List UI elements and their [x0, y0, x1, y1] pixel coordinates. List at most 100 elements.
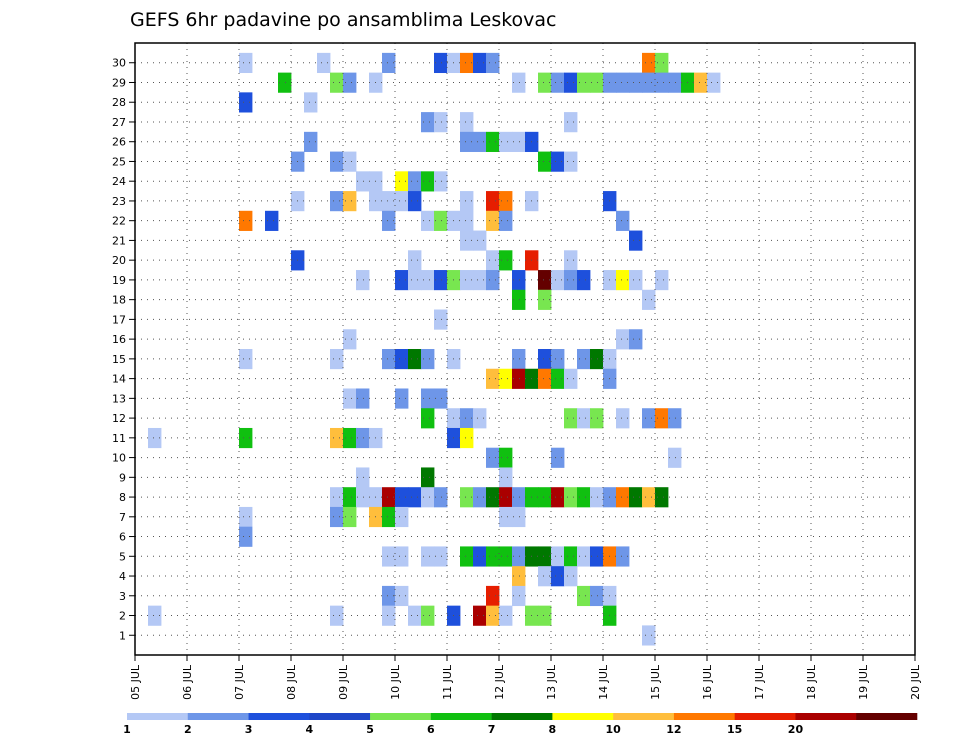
heatmap-cell: [460, 131, 474, 152]
colorbar-swatch: [430, 713, 492, 720]
colorbar-label: 1: [123, 723, 131, 736]
x-tick-label: 09 JUL: [337, 664, 350, 700]
heatmap-cell: [512, 585, 526, 607]
x-axis: 05 JUL 06 JUL 07 JUL 08 JUL 09 JUL 10 JUL 11 J…: [129, 655, 922, 700]
heatmap-cell: [421, 467, 435, 488]
heatmap-cell: [551, 546, 565, 567]
heatmap-cell: [616, 487, 630, 508]
heatmap-cell: [538, 368, 552, 389]
heatmap-cell: [551, 368, 565, 389]
heatmap-cell: [408, 171, 422, 192]
heatmap-cell: [421, 605, 435, 626]
heatmap-cell: [395, 349, 409, 370]
heatmap-cell: [356, 467, 370, 488]
y-tick-label: 26: [112, 136, 126, 149]
heatmap-cell: [408, 250, 422, 271]
heatmap-cell: [616, 408, 630, 429]
heatmap-cell: [590, 408, 604, 429]
y-tick-label: 18: [112, 294, 126, 307]
x-tick-label: 16 JUL: [701, 664, 714, 700]
x-tick-label: 10 JUL: [389, 664, 402, 700]
x-tick-label: 18 JUL: [805, 664, 818, 700]
heatmap-cell: [408, 605, 422, 626]
heatmap-cell: [499, 210, 513, 231]
heatmap-cell: [564, 408, 578, 429]
heatmap-cell: [629, 487, 643, 508]
heatmap-cell: [434, 171, 448, 192]
y-tick-label: 4: [119, 570, 126, 583]
heatmap-cell: [486, 487, 500, 508]
heatmap-cell: [707, 72, 721, 93]
colorbar-swatch: [734, 713, 796, 720]
y-tick-label: 30: [112, 57, 126, 70]
heatmap-cell: [434, 546, 448, 567]
heatmap-cell: [330, 349, 344, 370]
y-tick-label: 19: [112, 274, 126, 287]
heatmap-cell: [577, 487, 591, 508]
heatmap-cell: [343, 72, 357, 93]
y-tick-label: 1: [119, 629, 126, 642]
heatmap-cell: [434, 270, 448, 291]
heatmap-cell: [499, 131, 513, 152]
heatmap-cell: [551, 151, 565, 172]
heatmap-cell: [460, 270, 474, 291]
heatmap-cell: [564, 250, 578, 271]
colorbar-label: 8: [549, 723, 557, 736]
heatmap-cell: [486, 210, 500, 231]
y-tick-label: 16: [112, 333, 126, 346]
heatmap-cell: [473, 605, 487, 626]
heatmap-cell: [395, 191, 409, 212]
colorbar-label: 12: [666, 723, 681, 736]
heatmap-cell: [499, 447, 513, 468]
x-tick-label: 05 JUL: [129, 664, 142, 700]
heatmap-cell: [356, 388, 370, 409]
heatmap-cell: [473, 230, 487, 251]
heatmap-cell: [642, 289, 656, 310]
heatmap-cell: [460, 52, 474, 74]
heatmap-cell: [577, 408, 591, 429]
heatmap-cell: [148, 605, 162, 626]
heatmap-cell: [486, 250, 500, 271]
heatmap-cell: [538, 72, 552, 93]
heatmap-cell: [278, 72, 292, 93]
heatmap-cell: [382, 210, 396, 231]
colorbar-label: 4: [305, 723, 313, 736]
heatmap-cell: [421, 487, 435, 508]
colorbar-swatch: [673, 713, 735, 720]
y-tick-label: 12: [112, 412, 126, 425]
heatmap-cell: [590, 585, 604, 607]
heatmap-cell: [408, 191, 422, 212]
heatmap-cell: [473, 131, 487, 152]
heatmap-cell: [460, 230, 474, 251]
heatmap-cell: [629, 72, 643, 93]
x-tick-label: 14 JUL: [597, 664, 610, 700]
heatmap-cell: [629, 230, 643, 251]
colorbar-label: 6: [427, 723, 435, 736]
heatmap-cell: [486, 52, 500, 74]
heatmap-cell: [343, 506, 357, 528]
heatmap-cell: [382, 546, 396, 567]
heatmap-cell: [512, 506, 526, 528]
colorbar-label: 7: [488, 723, 496, 736]
heatmap-cell: [499, 487, 513, 508]
heatmap-cell: [382, 506, 396, 528]
heatmap-cell: [642, 408, 656, 429]
heatmap-cell: [330, 191, 344, 212]
heatmap-cell: [434, 210, 448, 231]
heatmap-cell: [382, 605, 396, 626]
colorbar-label: 20: [788, 723, 804, 736]
heatmap-cell: [577, 585, 591, 607]
y-tick-label: 10: [112, 452, 126, 465]
y-tick-label: 20: [112, 254, 126, 267]
heatmap-cell: [551, 447, 565, 468]
heatmap-cell: [564, 112, 578, 133]
y-tick-label: 21: [112, 234, 126, 247]
heatmap-cell: [434, 52, 448, 74]
heatmap-cell: [564, 151, 578, 172]
y-tick-label: 2: [119, 610, 126, 623]
heatmap-cell: [642, 487, 656, 508]
heatmap-cell: [395, 270, 409, 291]
heatmap-cell: [382, 585, 396, 607]
heatmap-cell: [538, 289, 552, 310]
plot-frame: [134, 42, 916, 656]
